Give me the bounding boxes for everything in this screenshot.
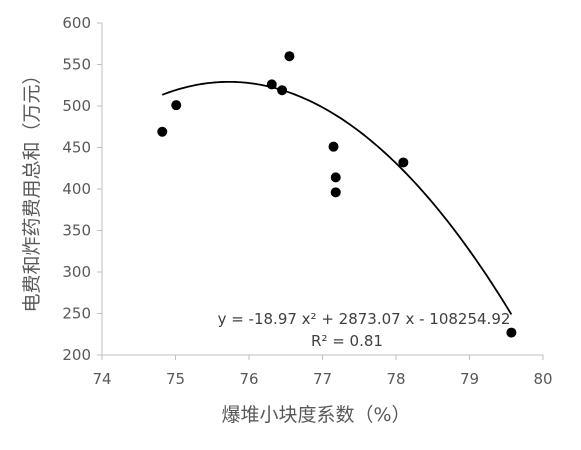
x-tick-label: 79 xyxy=(460,370,479,388)
y-axis-title: 电费和炸药费用总和（万元） xyxy=(21,65,43,312)
data-point xyxy=(266,79,277,90)
x-tick-label: 75 xyxy=(166,370,185,388)
data-point xyxy=(330,172,341,183)
y-tick-label: 450 xyxy=(62,139,91,157)
data-point xyxy=(277,85,288,96)
data-point xyxy=(398,157,409,168)
x-tick-labels: 74 75 76 77 78 79 80 xyxy=(92,370,552,388)
y-tick-label: 550 xyxy=(62,56,91,74)
trendline-equation: y = -18.97 x² + 2873.07 x - 108254.92 xyxy=(218,310,511,328)
x-tick-label: 76 xyxy=(239,370,258,388)
y-tick-label: 500 xyxy=(62,97,91,115)
data-point xyxy=(171,100,182,111)
y-tick-label: 400 xyxy=(62,180,91,198)
y-tick-label: 200 xyxy=(62,346,91,364)
data-point xyxy=(330,187,341,198)
r-squared-label: R² = 0.81 xyxy=(311,332,383,350)
y-tick-label: 350 xyxy=(62,222,91,240)
x-axis-title: 爆堆小块度系数（%） xyxy=(221,404,410,426)
y-tick-label: 250 xyxy=(62,305,91,323)
polynomial-trendline xyxy=(161,80,513,315)
y-tick-marks xyxy=(97,22,102,356)
y-tick-label: 300 xyxy=(62,263,91,281)
data-point xyxy=(157,126,168,137)
x-tick-label: 77 xyxy=(313,370,332,388)
x-tick-label: 74 xyxy=(92,370,111,388)
y-tick-labels: 200 250 300 350 400 450 500 550 600 xyxy=(62,14,91,364)
x-tick-label: 80 xyxy=(533,370,552,388)
data-point xyxy=(284,51,295,62)
x-tick-label: 78 xyxy=(386,370,405,388)
y-tick-label: 600 xyxy=(62,14,91,32)
data-point xyxy=(328,141,339,152)
x-tick-marks xyxy=(101,355,544,360)
data-point xyxy=(506,327,517,338)
data-points xyxy=(157,51,517,338)
